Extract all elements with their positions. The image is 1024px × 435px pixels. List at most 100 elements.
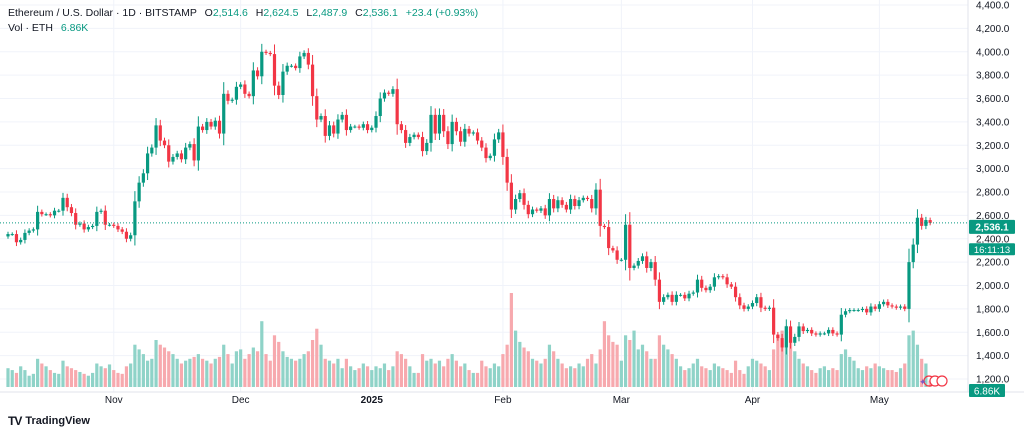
candle [539,206,543,214]
candle [327,120,332,141]
candle [801,323,805,335]
candle [717,274,721,280]
candle [264,49,268,55]
candle [619,258,623,262]
candle [856,308,860,312]
volume-bar [158,344,162,387]
candle [145,146,150,181]
candle [336,114,340,139]
volume-bar [272,335,277,387]
volume-bar [869,368,873,387]
volume-bar [374,366,378,387]
volume-bars [6,293,932,387]
volume-bar [145,360,150,387]
volume-bar [640,344,645,387]
price-axis[interactable]: 1,200.0 1,400.0 1,600.0 1,800.0 2,000.0 2,200… [976,1,1010,386]
volume-bar [255,351,260,387]
candle [556,196,560,213]
volume-bar [915,344,920,387]
volume-bar [370,370,374,387]
volume-bar [691,363,695,387]
candle [865,306,869,316]
candle [729,281,733,290]
volume-bar [852,360,856,387]
time-tick-label: Feb [494,395,512,406]
candle [497,128,501,143]
candle [463,123,467,147]
candle [691,290,695,296]
candle [44,212,48,216]
volume-bar [365,366,370,387]
volume-bar [712,363,717,387]
candle [535,207,539,213]
volume-bar [903,363,907,387]
volume-bar [222,344,226,387]
price-tick-label: 1,200.0 [976,375,1010,386]
candle [323,109,327,143]
volume-bar [759,363,763,387]
price-tick-label: 4,000.0 [976,47,1010,58]
candle [547,193,552,222]
volume-bar [129,363,133,387]
candle [607,220,611,256]
candle [82,220,86,233]
volume-bar [209,363,213,387]
candle [281,64,285,103]
candle [446,126,450,150]
volume-bar [463,363,467,387]
volume-bar [594,363,598,387]
candle [86,224,90,232]
tradingview-brand[interactable]: TV TradingView [8,414,90,428]
volume-bar [767,370,771,387]
price-tick-label: 2,600.0 [976,211,1010,222]
volume-bar [86,375,90,387]
volume-bar [184,360,188,387]
economic-events-icons[interactable]: ✦ [919,375,948,387]
volume-bar [281,351,285,387]
time-tick-label: May [870,395,889,406]
candle [36,205,40,236]
candle [733,282,738,302]
time-axis[interactable]: Nov Dec 2025 Feb Mar Apr May [105,395,889,406]
candle [742,302,746,312]
volume-bar [657,335,662,387]
volume-bar [141,354,145,387]
candle [251,62,255,105]
volume-bar [552,351,556,387]
candle [623,214,628,271]
candle [522,188,526,210]
candle [869,303,873,316]
candle [882,299,886,307]
volume-bar [568,366,573,387]
volume-bar [564,368,568,387]
candle [594,183,598,215]
volume-bar [289,358,294,387]
volume-bar [150,358,154,387]
candle [577,196,581,210]
candle [319,113,323,123]
candle [116,223,120,233]
volume-bar [873,363,877,387]
volume-bar [382,363,387,387]
candle [19,237,23,245]
candle [602,223,607,230]
candle [645,251,649,273]
volume-bar [260,321,264,387]
candle [57,208,61,213]
volume-bar [704,368,708,387]
volume-value: 6.86K [974,387,1000,398]
candle [611,245,615,253]
volume-bar [277,341,281,387]
candle [501,124,505,165]
candle [514,194,518,214]
volume-value-label: 6.86K [969,384,1005,398]
candle [843,308,848,318]
candle [27,228,31,236]
volume-bar [848,356,852,387]
volume-value-legend: 6.86K [60,22,89,34]
volume-bar [205,360,209,387]
volume-bar [636,349,640,387]
symbol-name[interactable]: Ethereum / U.S. Dollar [8,7,114,19]
candle [120,227,124,235]
